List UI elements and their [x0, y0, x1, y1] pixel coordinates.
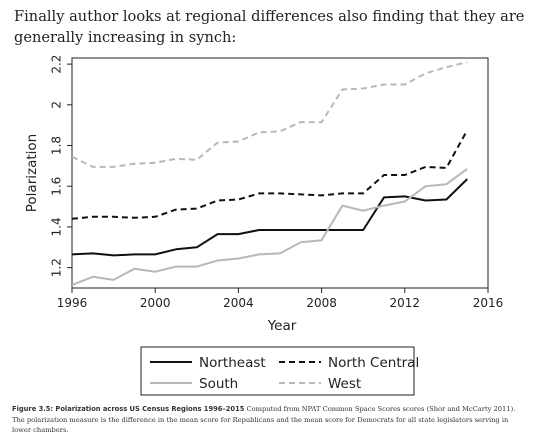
y-tick-label: 1.8	[50, 136, 64, 155]
x-axis: 1996 2000 2004 2008 2012 2016	[57, 288, 504, 310]
y-axis-label: Polarization	[24, 134, 40, 212]
legend-label-west: West	[328, 376, 361, 392]
x-axis-label: Year	[267, 318, 297, 334]
plot-frame	[71, 57, 489, 289]
series-line-south	[71, 168, 468, 286]
series-line-west	[71, 61, 468, 168]
y-tick-label: 1.2	[50, 258, 64, 277]
x-tick-label: 2016	[473, 296, 504, 310]
figure-caption: Figure 3.5: Polarization across US Censu…	[12, 404, 517, 436]
y-tick-label: 1.6	[50, 177, 64, 196]
x-tick-label: 2012	[390, 296, 421, 310]
series-lines	[71, 61, 469, 286]
caption-text: Computed from NPAT Common Space Scores s…	[12, 405, 516, 434]
legend-label-south: South	[199, 376, 238, 392]
intro-text: Finally author looks at regional differe…	[14, 8, 525, 46]
legend-label-northeast: Northeast	[199, 355, 266, 371]
series-line-north-central	[71, 129, 469, 220]
legend-label-north-central: North Central	[328, 355, 419, 371]
legend-box	[140, 346, 415, 396]
caption-label: Figure 3.5: Polarization across US Censu…	[12, 405, 245, 413]
x-tick-label: 2008	[306, 296, 337, 310]
x-tick-label: 1996	[57, 296, 88, 310]
series-line-northeast	[71, 178, 468, 257]
y-tick-label: 2.2	[50, 55, 64, 74]
legend: Northeast North Central South West	[140, 346, 419, 396]
y-tick-label: 1.4	[50, 217, 64, 236]
x-tick-label: 2004	[223, 296, 254, 310]
y-tick-label: 2	[50, 101, 64, 109]
x-tick-label: 2000	[140, 296, 171, 310]
y-axis: 1.2 1.4 1.6 1.8 2 2.2	[50, 55, 72, 277]
